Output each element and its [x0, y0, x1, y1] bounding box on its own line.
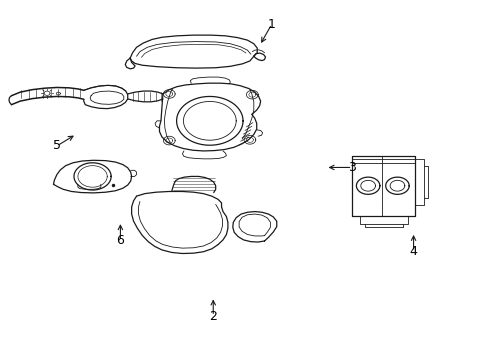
Text: 3: 3: [348, 161, 356, 174]
Text: 5: 5: [53, 139, 61, 152]
Text: 1: 1: [268, 18, 276, 31]
Text: 6: 6: [117, 234, 124, 247]
Text: 2: 2: [209, 310, 217, 323]
Text: 4: 4: [410, 245, 417, 258]
